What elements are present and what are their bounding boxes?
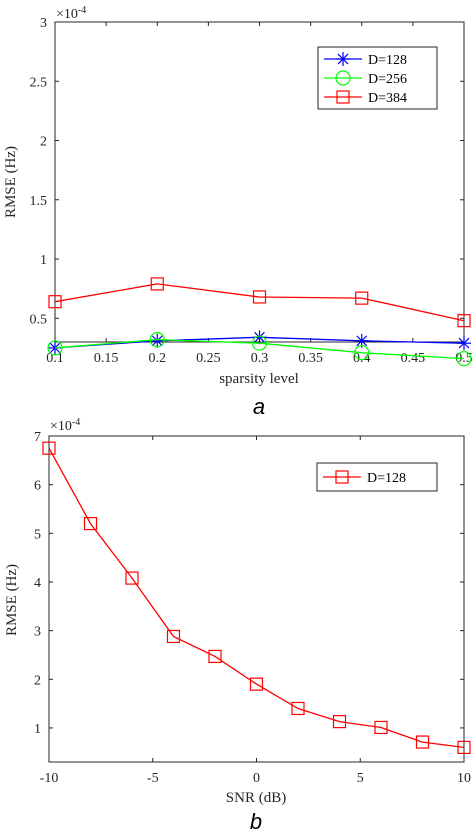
data-point xyxy=(150,277,164,291)
x-tick-label: 5 xyxy=(357,771,364,786)
data-point xyxy=(251,335,268,351)
y-tick-label: 3 xyxy=(34,625,41,640)
data-point xyxy=(47,340,63,356)
x-tick-label: 0 xyxy=(253,771,260,786)
series-D=384 xyxy=(48,277,471,328)
y-tick-label: 7 xyxy=(34,430,41,445)
data-point xyxy=(252,330,267,345)
data-point xyxy=(42,441,56,455)
data-point xyxy=(149,332,165,348)
data-point xyxy=(332,715,347,729)
data-point xyxy=(150,333,165,348)
x-tick-label: 0.35 xyxy=(298,351,323,366)
legend-entry: D=128 xyxy=(323,470,406,486)
x-tick-label: 0.2 xyxy=(149,351,167,366)
data-point xyxy=(125,571,139,585)
series-D=128 xyxy=(42,441,471,755)
y-exponent-label: ×10-4 xyxy=(56,5,86,23)
x-tick-label: 0.25 xyxy=(196,351,221,366)
data-point xyxy=(166,629,181,644)
legend-marker xyxy=(336,90,350,104)
data-point xyxy=(249,677,264,691)
x-tick-label: 10 xyxy=(457,771,471,786)
legend-label: D=128 xyxy=(367,471,406,486)
data-point xyxy=(415,735,430,749)
legend-marker xyxy=(335,70,351,86)
data-point xyxy=(208,649,222,664)
data-point xyxy=(48,340,62,355)
x-tick-label: 0.45 xyxy=(401,351,426,366)
x-axis-label: sparsity level xyxy=(219,371,299,387)
legend: D=128 D=256 D=384 xyxy=(317,46,438,110)
y-exponent-label: ×10-4 xyxy=(50,417,80,435)
y-tick-label: 1 xyxy=(40,253,47,268)
data-point xyxy=(48,295,62,309)
y-tick-label: 1 xyxy=(34,722,41,737)
data-point xyxy=(354,345,370,361)
data-point xyxy=(456,350,472,367)
y-axis-label: RMSE (Hz) xyxy=(3,146,19,218)
panel-caption: b xyxy=(250,809,262,833)
y-tick-label: 6 xyxy=(34,479,41,494)
y-axis-label: RMSE (Hz) xyxy=(4,564,20,636)
legend-label: D=256 xyxy=(368,72,407,87)
data-point xyxy=(355,291,369,305)
y-tick-label: 2.5 xyxy=(30,75,48,90)
legend-marker xyxy=(336,52,350,66)
legend-entry: D=128 xyxy=(324,52,407,68)
y-tick-label: 5 xyxy=(34,527,41,542)
y-tick-label: 4 xyxy=(34,576,41,591)
x-tick-label: 0.4 xyxy=(353,351,371,366)
legend-entry: D=256 xyxy=(324,70,407,87)
y-tick-label: 3 xyxy=(40,16,47,31)
y-tick-label: 0.5 xyxy=(30,312,48,327)
series-line xyxy=(48,447,465,749)
legend-entry: D=384 xyxy=(324,90,407,106)
chart-panel-a: ×10-4 sparsity level RMSE (Hz) a 0.1 0.15… xyxy=(3,5,473,420)
y-tick-label: 1.5 xyxy=(30,194,48,209)
legend-label: D=128 xyxy=(368,53,407,68)
series-line xyxy=(54,283,465,322)
chart-panel-b: ×10-4 SNR (dB) RMSE (Hz) b -10 -5 0 5 10 1 2 3 4… xyxy=(4,417,471,833)
data-point xyxy=(457,314,471,328)
series-line xyxy=(54,338,465,360)
x-tick-label: 0.15 xyxy=(94,351,119,366)
legend-marker xyxy=(335,470,349,484)
legend-label: D=384 xyxy=(368,91,407,106)
data-point xyxy=(252,290,267,304)
x-tick-label: -10 xyxy=(40,771,59,786)
data-point xyxy=(83,516,98,531)
data-point xyxy=(457,740,471,755)
series-D=128 xyxy=(48,330,471,355)
x-axis-label: SNR (dB) xyxy=(226,790,286,806)
x-tick-label: 0.1 xyxy=(46,351,64,366)
panel-caption: a xyxy=(253,394,265,419)
x-tick-label: -5 xyxy=(147,771,159,786)
series-D=256 xyxy=(47,332,472,367)
data-point xyxy=(291,701,305,716)
data-point xyxy=(457,336,471,351)
legend: D=128 xyxy=(316,462,438,492)
x-tick-label: 0.3 xyxy=(251,351,269,366)
y-tick-label: 2 xyxy=(34,673,41,688)
data-point xyxy=(374,720,388,735)
y-tick-label: 2 xyxy=(40,135,47,150)
